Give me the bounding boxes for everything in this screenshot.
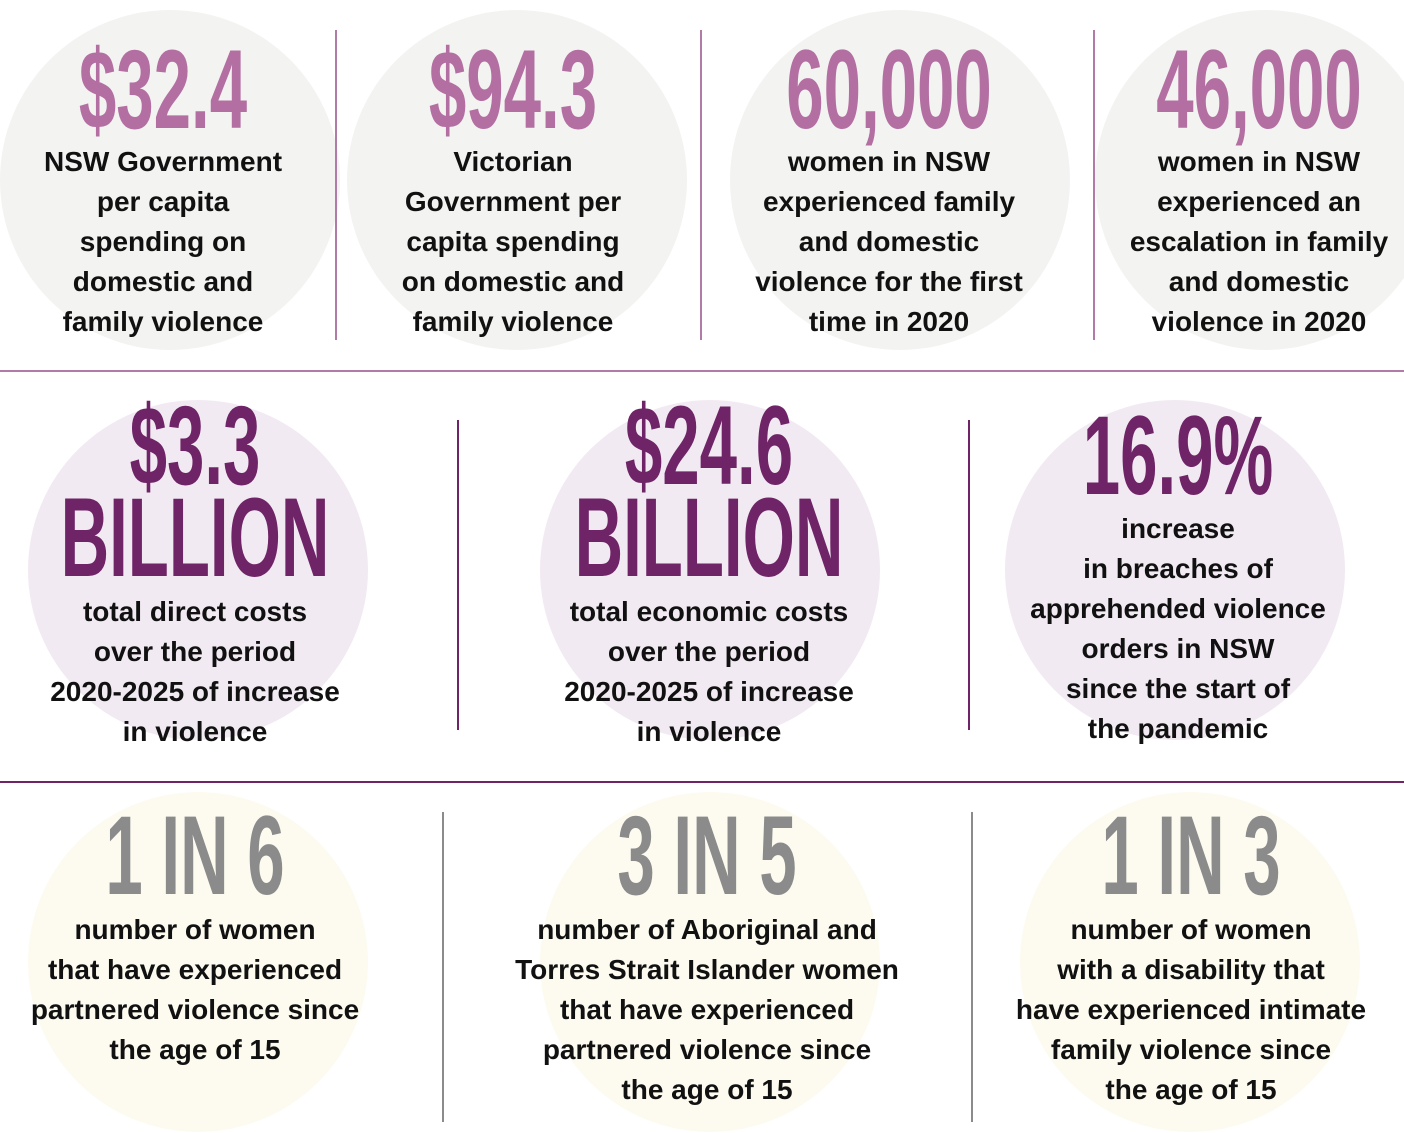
stat-figure: $32.4 xyxy=(78,27,248,152)
stat-description: Government per xyxy=(404,186,622,217)
stat-circle xyxy=(28,400,368,740)
stat-circle xyxy=(540,792,880,1132)
stat-figure: BILLION xyxy=(574,475,844,600)
stat-description: total direct costs xyxy=(82,596,308,627)
stat-description: orders in NSW xyxy=(1081,633,1275,664)
stat-figure: 46,000 xyxy=(1156,27,1362,152)
stat-description: capita spending xyxy=(406,226,620,257)
stat-description: escalation in family xyxy=(1129,226,1389,257)
stat-figure: 1 IN 6 xyxy=(105,793,285,918)
stat-figure: $94.3 xyxy=(428,27,598,152)
stat-description: domestic and xyxy=(72,266,254,297)
stat-circle xyxy=(0,10,340,350)
stat-description: the age of 15 xyxy=(621,1074,793,1105)
stat-description: Torres Strait Islander women xyxy=(515,954,899,985)
stat-description: increase xyxy=(1121,513,1235,544)
stat-description: in breaches of xyxy=(1083,553,1273,584)
stat-description: partnered violence since xyxy=(30,994,360,1025)
stat-description: women in NSW xyxy=(787,146,991,177)
stat-description: number of women xyxy=(1070,914,1312,945)
stat-circle xyxy=(347,10,687,350)
stat-figure: $24.6 xyxy=(624,383,794,508)
stat-description: and domestic xyxy=(1168,266,1350,297)
stat-description: since the start of xyxy=(1065,673,1291,704)
stat-figure: 3 IN 5 xyxy=(617,793,797,918)
row-divider xyxy=(0,781,1404,783)
divider xyxy=(971,812,973,1122)
stat-description: the pandemic xyxy=(1087,713,1269,744)
stat-description: time in 2020 xyxy=(808,306,970,337)
stat-description: NSW Government xyxy=(43,146,283,177)
stat-figure: 1 IN 3 xyxy=(1101,793,1281,918)
stat-description: that have experienced xyxy=(47,954,343,985)
stat-description: the age of 15 xyxy=(109,1034,281,1065)
stat-description: violence in 2020 xyxy=(1151,306,1367,337)
stat-description: over the period xyxy=(607,636,811,667)
stat-description: 2020-2025 of increase xyxy=(50,676,340,707)
stat-circle xyxy=(730,10,1070,350)
stat-description: and domestic xyxy=(798,226,980,257)
stat-figure: $3.3 xyxy=(129,383,261,508)
stat-circle xyxy=(540,400,880,740)
stat-description: total economic costs xyxy=(569,596,849,627)
stat-description: that have experienced xyxy=(559,994,855,1025)
stat-circle xyxy=(28,792,368,1132)
divider xyxy=(335,30,337,340)
divider xyxy=(457,420,459,730)
divider xyxy=(968,420,970,730)
stat-description: partnered violence since xyxy=(542,1034,872,1065)
stat-description: the age of 15 xyxy=(1105,1074,1277,1105)
stat-description: over the period xyxy=(93,636,297,667)
stat-description: with a disability that xyxy=(1057,954,1325,985)
stat-circle xyxy=(1005,400,1345,740)
stat-description: per capita xyxy=(96,186,230,217)
stat-figure: 60,000 xyxy=(786,27,992,152)
stat-description: women in NSW xyxy=(1157,146,1361,177)
stat-description: experienced family xyxy=(762,186,1016,217)
stat-figure: BILLION xyxy=(60,475,330,600)
stat-description: in violence xyxy=(122,716,268,747)
stat-description: have experienced intimate xyxy=(1015,994,1367,1025)
stat-circle xyxy=(1020,792,1360,1132)
stat-description: in violence xyxy=(636,716,782,747)
divider xyxy=(700,30,702,340)
stat-description: experienced an xyxy=(1157,186,1361,217)
stat-description: number of Aboriginal and xyxy=(537,914,877,945)
stat-description: on domestic and xyxy=(401,266,625,297)
row-divider xyxy=(0,370,1404,372)
stat-description: 2020-2025 of increase xyxy=(564,676,854,707)
divider xyxy=(442,812,444,1122)
divider xyxy=(1093,30,1095,340)
stat-description: Victorian xyxy=(453,146,573,177)
stat-description: family violence since xyxy=(1050,1034,1332,1065)
stat-description: spending on xyxy=(79,226,247,257)
stat-description: apprehended violence xyxy=(1030,593,1326,624)
stat-figure: 16.9% xyxy=(1082,393,1274,518)
stat-description: family violence xyxy=(62,306,264,337)
stat-description: violence for the first xyxy=(755,266,1023,297)
stat-description: number of women xyxy=(74,914,316,945)
stat-description: family violence xyxy=(412,306,614,337)
stat-circle xyxy=(1095,10,1404,350)
